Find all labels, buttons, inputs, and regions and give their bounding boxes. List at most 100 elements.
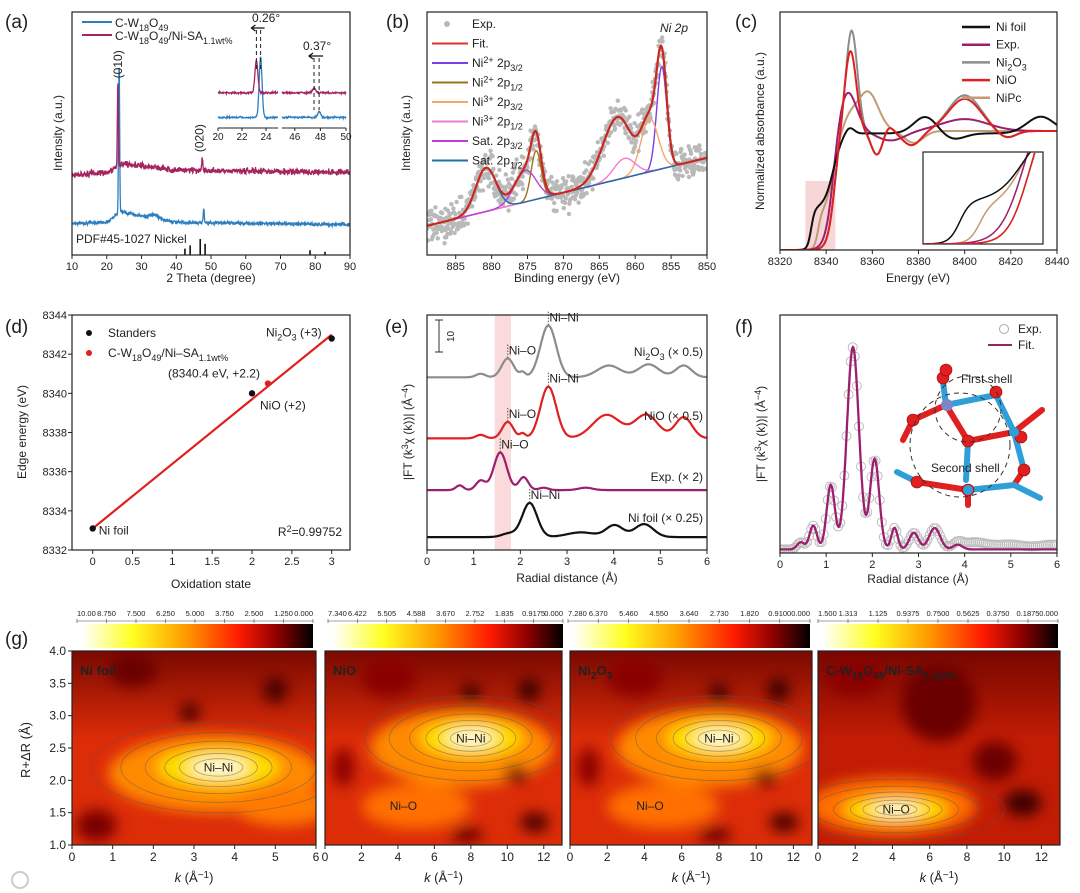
x-tick-label: 40 bbox=[170, 261, 182, 273]
bond bbox=[1011, 482, 1043, 501]
plot-area bbox=[72, 67, 350, 255]
exp-data-point bbox=[615, 98, 620, 103]
colorbar-tick-label: 0.9100 bbox=[768, 609, 791, 618]
x-tick-label: 8420 bbox=[999, 256, 1023, 268]
intensity-blob bbox=[767, 678, 790, 702]
y-tick-label: 8336 bbox=[43, 467, 67, 479]
bond bbox=[914, 479, 971, 493]
x-tick-label: 30 bbox=[135, 261, 147, 273]
intensity-blob bbox=[827, 657, 884, 697]
panel-label: (b) bbox=[386, 12, 409, 33]
exp-data-point bbox=[488, 181, 494, 186]
first-shell-label: First shell bbox=[961, 372, 1012, 386]
exp-data-point bbox=[439, 228, 444, 234]
colorbar-tick-label: 0.9375 bbox=[897, 609, 920, 618]
y-tick-label: 8342 bbox=[43, 349, 67, 361]
exp-data-point bbox=[566, 174, 571, 179]
inset-tick-label: 46 bbox=[289, 132, 301, 143]
inset-series-line bbox=[923, 152, 1036, 244]
legend-label: Ni3+ 2p1/2 bbox=[472, 114, 523, 132]
bond bbox=[963, 438, 971, 483]
map-title: NiO bbox=[333, 663, 356, 678]
x-tick-label: 3 bbox=[564, 556, 570, 568]
x-tick-label: 0.5 bbox=[125, 556, 140, 568]
series-label: Ni foil (× 0.25) bbox=[628, 511, 703, 525]
y-axis-title: R+ΔR (Å) bbox=[18, 722, 33, 778]
xrd-series-line bbox=[72, 83, 350, 178]
y-axis-title: Edge energy (eV) bbox=[15, 385, 29, 479]
plot-area bbox=[89, 333, 335, 532]
colorbar bbox=[333, 624, 563, 648]
x-tick-label: 0 bbox=[90, 556, 96, 568]
legend-marker bbox=[86, 330, 92, 336]
colorbar-tick-label: 6.370 bbox=[589, 609, 608, 618]
bond-label: Ni–O bbox=[509, 407, 536, 421]
exp-data-point bbox=[678, 149, 683, 155]
exp-data-point bbox=[471, 182, 476, 188]
map-title: Ni2O3 bbox=[578, 663, 613, 682]
exp-data-point bbox=[483, 152, 488, 158]
exp-data-point bbox=[682, 166, 688, 171]
x-tick-label: 2 bbox=[517, 556, 523, 568]
inset-series-line bbox=[923, 152, 1032, 244]
exp-data-point bbox=[442, 241, 447, 246]
x-tick-label: 8360 bbox=[860, 256, 884, 268]
exp-data-point bbox=[657, 38, 662, 44]
colorbar-tick-label: 10.00 bbox=[77, 609, 96, 618]
exp-data-point bbox=[672, 165, 677, 171]
exp-data-point bbox=[508, 196, 513, 201]
linear-fit-line bbox=[92, 333, 333, 530]
x-axis-title: 2 Theta (degree) bbox=[166, 271, 255, 285]
x-tick-label: 8 bbox=[468, 850, 475, 864]
exp-data-point bbox=[528, 128, 533, 133]
intensity-blob bbox=[234, 786, 316, 826]
intensity-blob bbox=[189, 758, 247, 776]
exp-data-point bbox=[562, 179, 567, 184]
component-line bbox=[427, 117, 707, 227]
x-axis-title: k (Å−1) bbox=[424, 870, 463, 885]
x-tick-label: 8 bbox=[964, 850, 971, 864]
wavelet-map: Ni–Ni Ni–O Ni2O3 0 2 4 6 8 10 12 k (Å−1) bbox=[567, 650, 813, 885]
panel-d-edge-fit: Ni foil NiO (+2) Ni2O3 (+3) (8340.4 eV, +2.… bbox=[15, 310, 351, 591]
x-tick-label: 90 bbox=[344, 261, 356, 273]
x-tick-label: 0 bbox=[424, 556, 430, 568]
contour-line bbox=[425, 719, 517, 757]
bond bbox=[1011, 407, 1045, 435]
exp-data-point bbox=[552, 200, 557, 206]
x-tick-label: 12 bbox=[537, 850, 551, 864]
x-tick-label: 10 bbox=[66, 261, 78, 273]
contour-line bbox=[874, 803, 918, 816]
watermark-logo-icon bbox=[11, 871, 29, 889]
intensity-blob bbox=[901, 663, 977, 742]
x-tick-label: 1 bbox=[823, 559, 829, 571]
exp-data-point bbox=[684, 169, 690, 175]
y-tick-label: 2.5 bbox=[49, 741, 66, 755]
intensity-blob bbox=[607, 657, 664, 697]
exp-data-point bbox=[605, 140, 610, 146]
xanes-inset bbox=[923, 152, 1037, 244]
exp-data-point bbox=[480, 188, 486, 193]
plot-area bbox=[780, 29, 1057, 250]
contour-line bbox=[862, 799, 930, 820]
bond bbox=[943, 402, 971, 444]
colorbar-tick-label: 0.000 bbox=[294, 609, 313, 618]
exp-data-point bbox=[690, 169, 695, 174]
y-tick-label: 8334 bbox=[43, 506, 67, 518]
series-label: NiO (× 0.5) bbox=[644, 409, 703, 423]
point-label: (8340.4 eV, +2.2) bbox=[168, 367, 260, 381]
legend-marker bbox=[444, 21, 450, 27]
exp-data-point bbox=[622, 105, 627, 111]
exp-data-point bbox=[697, 143, 702, 148]
intensity-blob bbox=[769, 812, 799, 833]
reference-label: PDF#45-1027 Nickel bbox=[76, 232, 187, 246]
peak-label: Ni–Ni bbox=[456, 731, 485, 745]
x-tick-label: 1 bbox=[471, 556, 477, 568]
x-tick-label: 50 bbox=[205, 261, 217, 273]
inset-series-line bbox=[217, 59, 279, 97]
x-tick-label: 1 bbox=[169, 556, 175, 568]
panel-label: (c) bbox=[735, 12, 757, 33]
exp-data-point bbox=[601, 153, 606, 158]
colorbar-tick-label: 1.250 bbox=[274, 609, 293, 618]
exp-data-point bbox=[442, 235, 448, 240]
colorbar bbox=[573, 624, 810, 648]
